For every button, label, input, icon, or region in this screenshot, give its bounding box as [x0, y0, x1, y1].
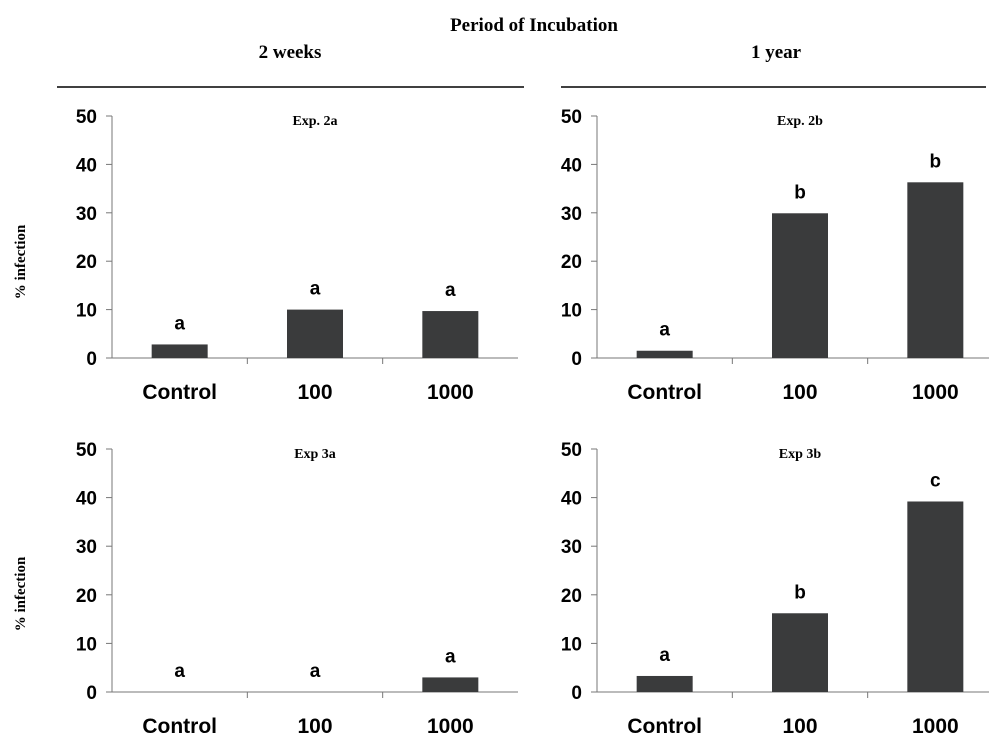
bar-label: a [445, 646, 456, 667]
panel-title: Exp 3a [294, 447, 336, 462]
panel-title: Exp. 2a [292, 114, 337, 129]
bar-label: a [310, 661, 321, 682]
x-tick-label: 1000 [427, 715, 474, 738]
y-tick-label: 40 [561, 489, 582, 510]
x-tick-label: 100 [782, 381, 817, 404]
y-tick-label: 0 [86, 683, 97, 704]
bar-1000 [422, 311, 479, 358]
bar-control [151, 344, 208, 358]
bar-label: a [445, 280, 456, 301]
column-title-1-year: 1 year [751, 42, 802, 63]
y-tick-label: 10 [561, 634, 582, 655]
column-title-2-weeks: 2 weeks [259, 42, 322, 63]
y-tick-label: 10 [561, 301, 582, 322]
bar-label: b [794, 582, 806, 603]
x-tick-label: Control [142, 715, 217, 738]
bar-1000 [422, 677, 479, 692]
bar-label: a [174, 661, 185, 682]
panel-title: Exp 3b [779, 447, 822, 462]
x-tick-label: 1000 [912, 715, 959, 738]
ylabel-row-2: % infection [13, 556, 29, 631]
y-tick-label: 20 [561, 252, 582, 273]
y-tick-label: 0 [86, 349, 97, 370]
chart-panel-1: 0 10 20 30 40 50 Exp. 2a Control a 100 a 1000 a [76, 107, 518, 404]
x-tick-label: Control [627, 715, 702, 738]
bar-label: a [174, 313, 185, 334]
bar-label: a [659, 645, 670, 666]
chart-panel-2: 0 10 20 30 40 50 Exp. 2b Control a 100 b 1000 b [561, 107, 989, 404]
bar-label: b [794, 182, 806, 203]
y-tick-label: 50 [561, 107, 582, 128]
panel-title: Exp. 2b [777, 114, 823, 129]
y-tick-label: 10 [76, 634, 97, 655]
y-tick-label: 40 [76, 489, 97, 510]
y-tick-label: 0 [571, 683, 582, 704]
x-tick-label: 100 [782, 715, 817, 738]
y-tick-label: 50 [76, 107, 97, 128]
bar-label: c [930, 470, 941, 491]
y-tick-label: 0 [571, 349, 582, 370]
y-tick-label: 50 [561, 440, 582, 461]
bar-label: a [659, 320, 670, 341]
bar-control [636, 675, 693, 692]
chart-panel-3: 0 10 20 30 40 50 Exp 3a Control a 100 a 1000 a [76, 440, 518, 738]
y-tick-label: 30 [561, 537, 582, 558]
bar-100 [772, 613, 828, 692]
bar-100 [772, 213, 828, 358]
bar-1000 [907, 501, 964, 692]
x-tick-label: Control [627, 381, 702, 404]
y-tick-label: 50 [76, 440, 97, 461]
bar-control [636, 350, 693, 358]
x-tick-label: 100 [297, 715, 332, 738]
chart-panel-4: 0 10 20 30 40 50 Exp 3b Control a 100 b 1000 c [561, 440, 989, 738]
ylabel-row-1: % infection [13, 224, 29, 299]
bar-100 [287, 309, 343, 358]
figure-title: Period of Incubation [450, 15, 618, 36]
x-tick-label: Control [142, 381, 217, 404]
y-tick-label: 30 [76, 204, 97, 225]
y-tick-label: 10 [76, 301, 97, 322]
x-tick-label: 100 [297, 381, 332, 404]
bar-label: a [310, 279, 321, 300]
bar-1000 [907, 182, 964, 358]
x-tick-label: 1000 [427, 381, 474, 404]
y-tick-label: 30 [76, 537, 97, 558]
x-tick-label: 1000 [912, 381, 959, 404]
y-tick-label: 40 [76, 155, 97, 176]
y-tick-label: 20 [76, 252, 97, 273]
y-tick-label: 20 [76, 586, 97, 607]
y-tick-label: 40 [561, 155, 582, 176]
bar-label: b [930, 151, 942, 172]
y-tick-label: 20 [561, 586, 582, 607]
y-tick-label: 30 [561, 204, 582, 225]
